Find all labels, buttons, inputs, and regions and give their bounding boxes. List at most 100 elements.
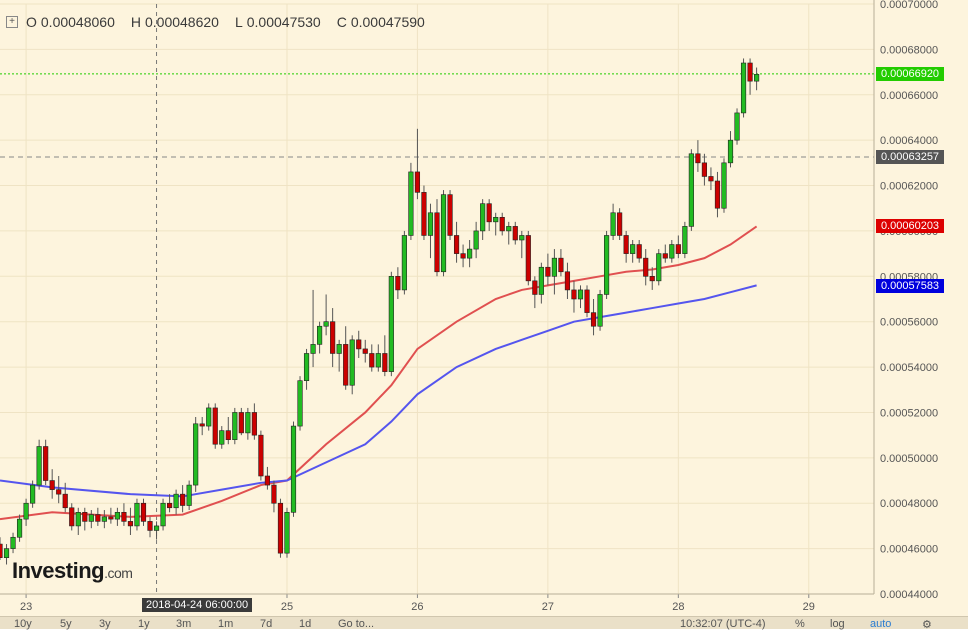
candle-body — [238, 412, 244, 434]
x-tick-label: 26 — [411, 601, 423, 613]
candle-body — [564, 271, 571, 291]
range-1m-button[interactable]: 1m — [218, 618, 234, 630]
candle-body — [199, 423, 205, 427]
x-tick-label: 29 — [803, 601, 815, 613]
goto-button[interactable]: Go to... — [338, 618, 375, 630]
candle-body — [264, 475, 271, 486]
settings-gear-icon[interactable]: ⚙ — [922, 619, 932, 631]
y-tick-label: 0.00066000 — [880, 90, 938, 102]
candle-body — [512, 226, 518, 241]
range-3m-button[interactable]: 3m — [176, 618, 192, 630]
legend-toggle-icon[interactable]: + — [6, 16, 18, 28]
range-10y-button[interactable]: 10y — [14, 618, 32, 630]
range-1y-button[interactable]: 1y — [138, 618, 150, 630]
range-5y-button[interactable]: 5y — [60, 618, 72, 630]
candle-body — [708, 176, 714, 182]
candle-body — [251, 412, 257, 436]
candle-body — [401, 235, 407, 291]
y-tick-label: 0.00044000 — [880, 589, 938, 601]
low-value: 0.00047530 — [246, 14, 321, 30]
range-1d-button[interactable]: 1d — [299, 618, 312, 630]
candle-body — [3, 548, 10, 558]
bottom-toolbar: 10y 5y 3y 1y 3m 1m 7d 1d Go to... 10:32:… — [0, 616, 968, 631]
candle-body — [682, 226, 688, 254]
candle-body — [349, 339, 355, 386]
y-tick-label: 0.00054000 — [880, 362, 938, 374]
candle-body — [69, 507, 75, 527]
red-ma-price-tag: 0.00060203 — [876, 219, 944, 234]
candle-body — [721, 162, 727, 209]
candle-body — [356, 339, 362, 350]
candle-body — [134, 502, 140, 527]
candle-body — [290, 425, 297, 513]
range-3y-button[interactable]: 3y — [99, 618, 111, 630]
candle-body — [675, 244, 681, 254]
candle-body — [127, 521, 134, 527]
candle-body — [617, 212, 623, 236]
auto-toggle[interactable]: auto — [870, 618, 892, 630]
candle-body — [147, 521, 153, 531]
candle-body — [649, 276, 655, 282]
high-label: H — [130, 14, 141, 30]
x-tick-label: 27 — [542, 601, 554, 613]
close-label: C — [336, 14, 347, 30]
candle-body — [173, 493, 179, 509]
candle-body — [558, 257, 564, 273]
range-7d-button[interactable]: 7d — [260, 618, 273, 630]
candle-body — [56, 489, 62, 495]
candle-body — [343, 344, 349, 386]
y-tick-label: 0.00062000 — [880, 181, 938, 193]
candle-body — [30, 484, 36, 504]
candle-body — [669, 244, 675, 259]
candle-body — [460, 253, 466, 259]
candle-body — [108, 516, 114, 520]
candle-body — [336, 344, 342, 354]
candle-body — [212, 407, 218, 445]
candle-body — [688, 153, 694, 227]
candle-body — [493, 217, 499, 223]
candle-body — [695, 153, 701, 164]
candle-body — [121, 512, 127, 522]
candle-body — [375, 353, 381, 368]
candle-body — [186, 484, 192, 506]
candle-body — [49, 480, 55, 490]
logo-brand: Investing — [12, 558, 105, 583]
y-tick-label: 0.00050000 — [880, 453, 938, 465]
open-label: O — [26, 14, 37, 30]
candle-body — [10, 536, 16, 549]
moving-average-line — [0, 225, 758, 521]
candle-body — [36, 446, 42, 486]
blue-ma-price-tag: 0.00057583 — [876, 278, 944, 293]
candle-body — [284, 512, 290, 554]
candle-body — [584, 289, 590, 313]
logo-suffix: .com — [104, 565, 133, 581]
candle-body — [408, 171, 414, 236]
candle-body — [75, 512, 81, 527]
candle-body — [473, 230, 479, 250]
candle-body — [62, 493, 68, 509]
candle-body — [166, 502, 173, 509]
crosshair-date-label: 2018-04-24 06:00:00 — [142, 598, 253, 612]
y-tick-label: 0.00048000 — [880, 498, 938, 510]
candle-body — [701, 162, 708, 177]
candle-body — [571, 289, 577, 300]
candle-body — [388, 276, 394, 372]
candle-body — [193, 423, 199, 486]
candle-body — [88, 514, 94, 522]
y-tick-label: 0.00052000 — [880, 407, 938, 419]
percent-toggle[interactable]: % — [795, 618, 805, 630]
candle-body — [43, 446, 49, 481]
log-toggle[interactable]: log — [830, 618, 845, 630]
candle-body — [421, 192, 427, 236]
candle-body — [382, 353, 388, 372]
open-value: 0.00048060 — [40, 14, 115, 30]
candle-body — [630, 244, 636, 254]
candle-body — [258, 434, 264, 477]
candle-body — [480, 203, 486, 232]
x-tick-label: 23 — [20, 601, 32, 613]
candle-body — [114, 512, 120, 520]
candle-body — [636, 244, 642, 259]
